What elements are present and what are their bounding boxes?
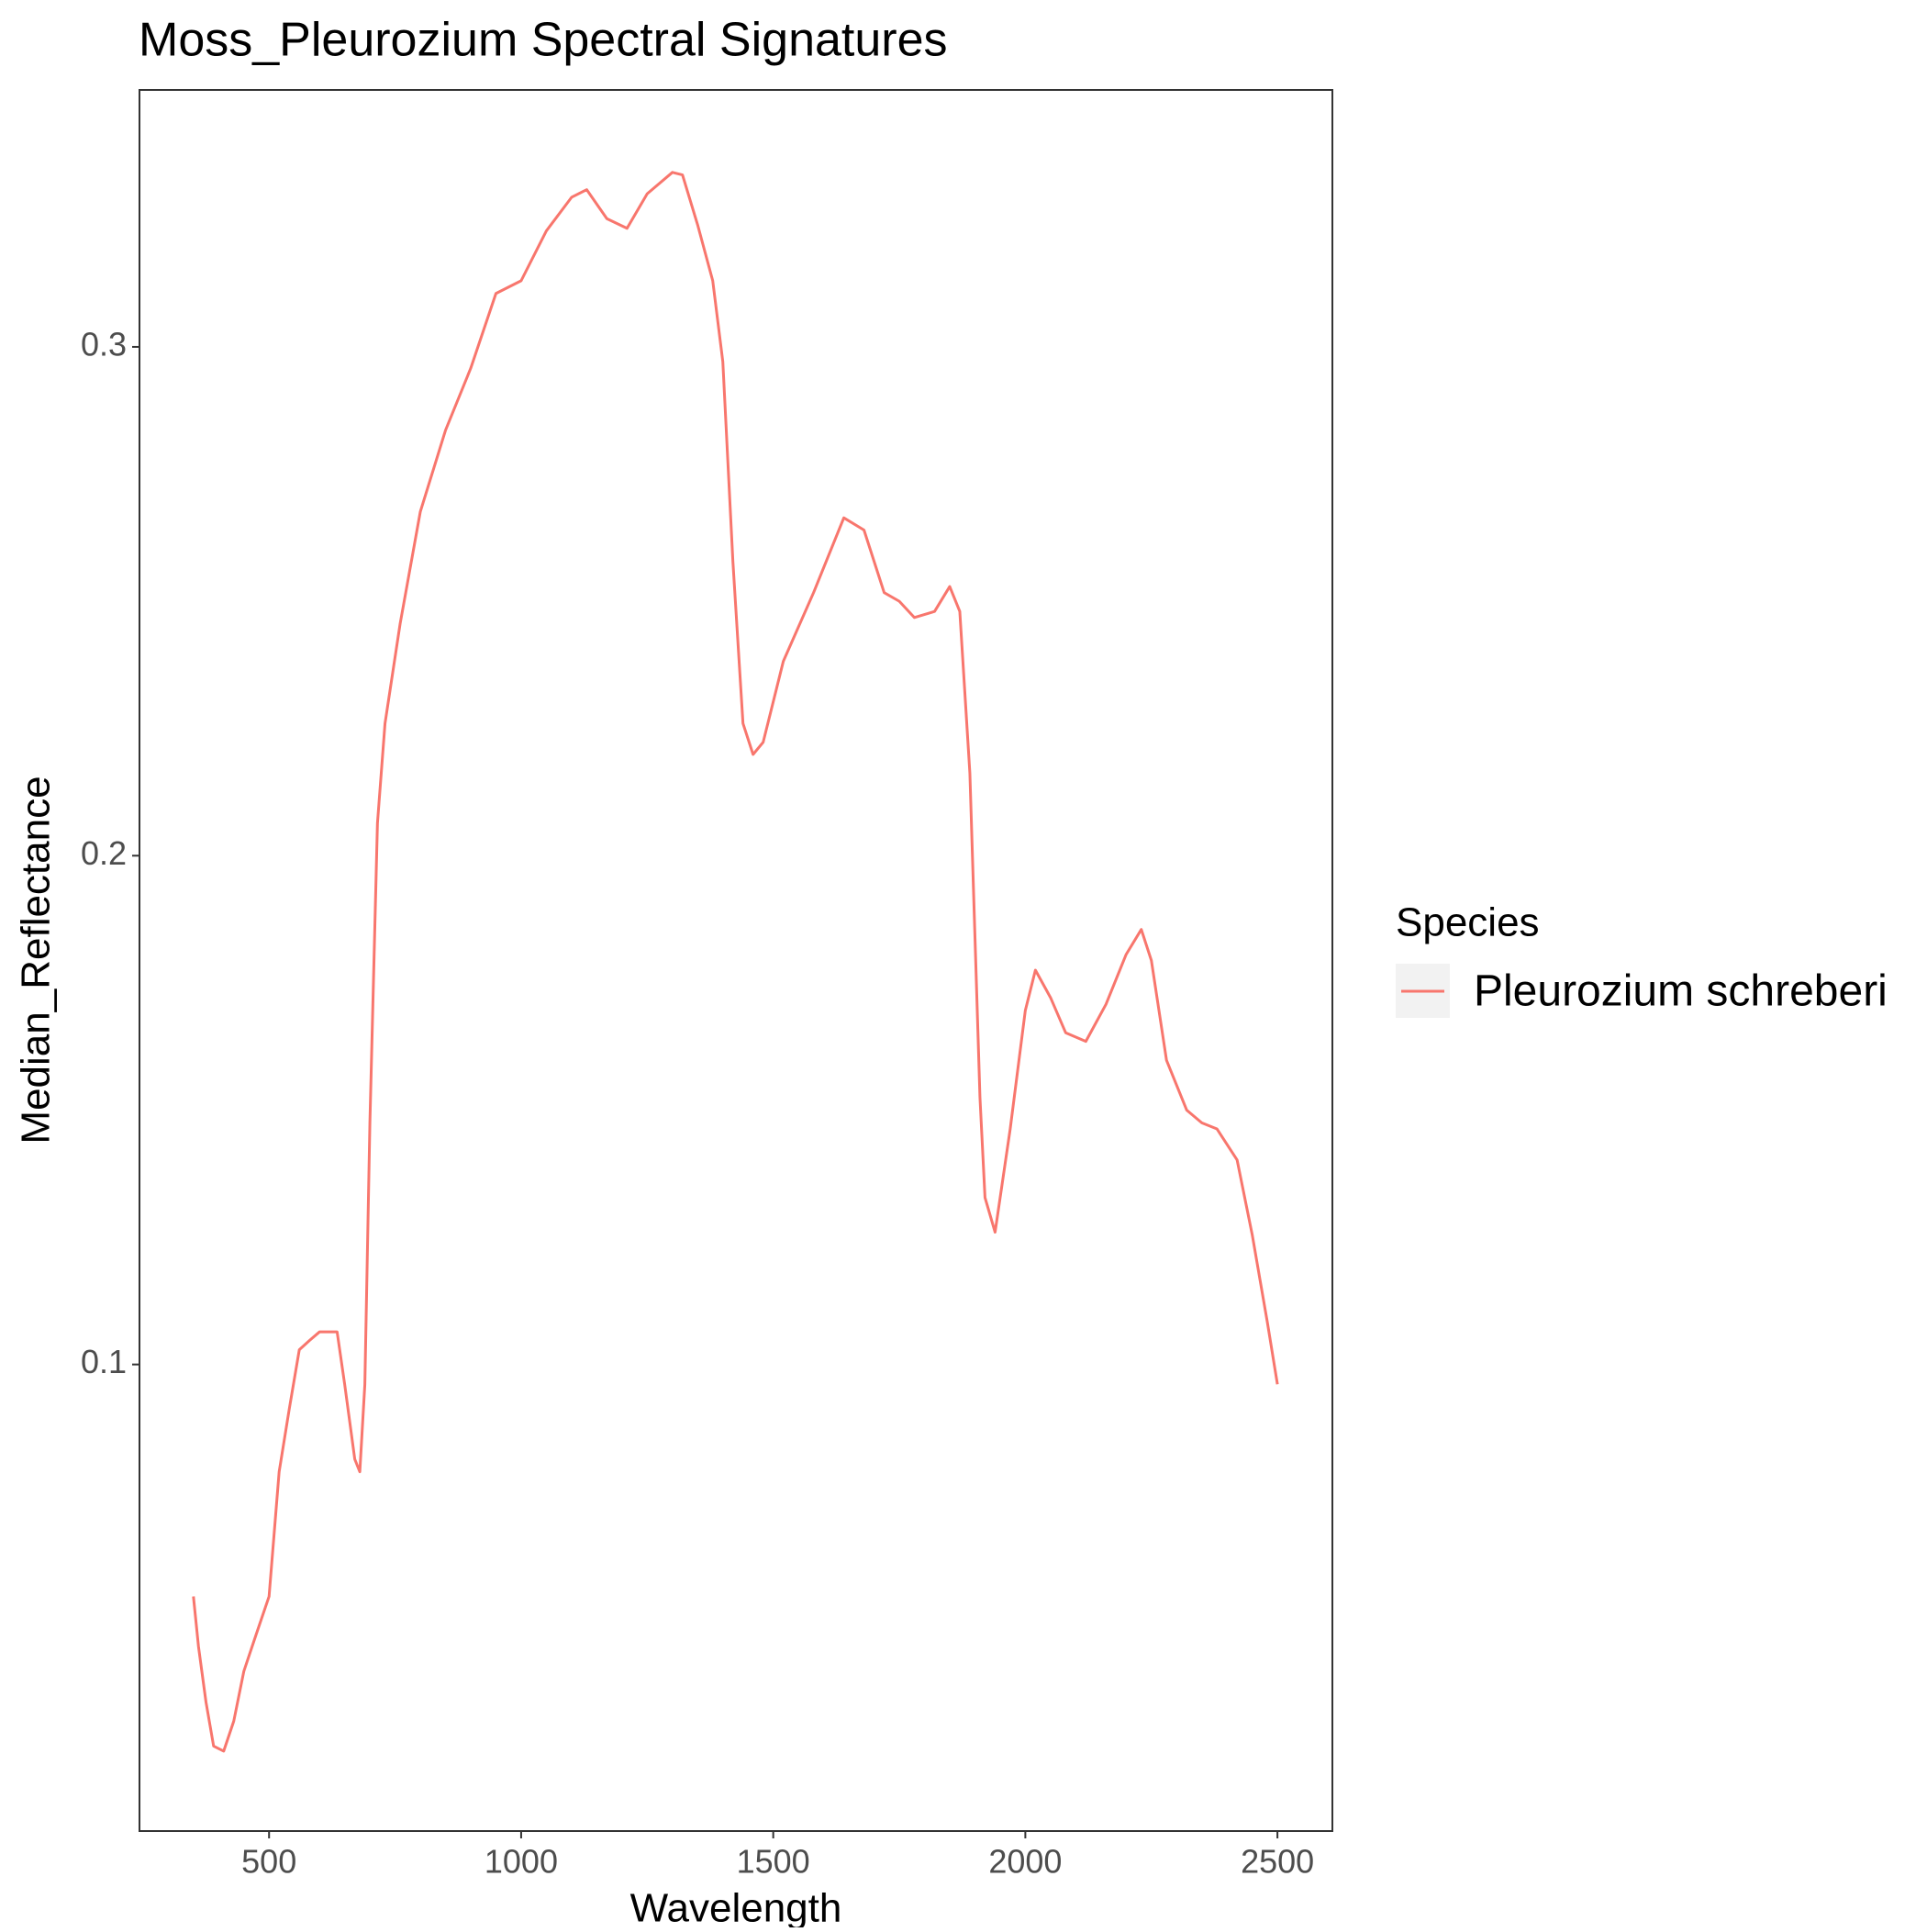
legend-label: Pleurozium schreberi [1474, 967, 1888, 1016]
legend-title: Species [1396, 900, 1540, 945]
x-axis-title: Wavelength [630, 1886, 842, 1927]
y-tick-label: 0.3 [81, 325, 127, 363]
y-axis-title: Median_Reflectance [14, 776, 59, 1144]
x-tick-label: 1500 [737, 1843, 810, 1881]
data-line [192, 171, 1279, 1753]
chart-title: Moss_Pleurozium Spectral Signatures [139, 14, 948, 67]
x-tick-label: 2500 [1241, 1843, 1314, 1881]
y-tick-label: 0.2 [81, 834, 127, 872]
x-tick-label: 2000 [988, 1843, 1062, 1881]
y-tick-label: 0.1 [81, 1343, 127, 1380]
x-tick-label: 500 [241, 1843, 296, 1881]
panel-border [139, 89, 1333, 1832]
x-tick-label: 1000 [485, 1843, 558, 1881]
